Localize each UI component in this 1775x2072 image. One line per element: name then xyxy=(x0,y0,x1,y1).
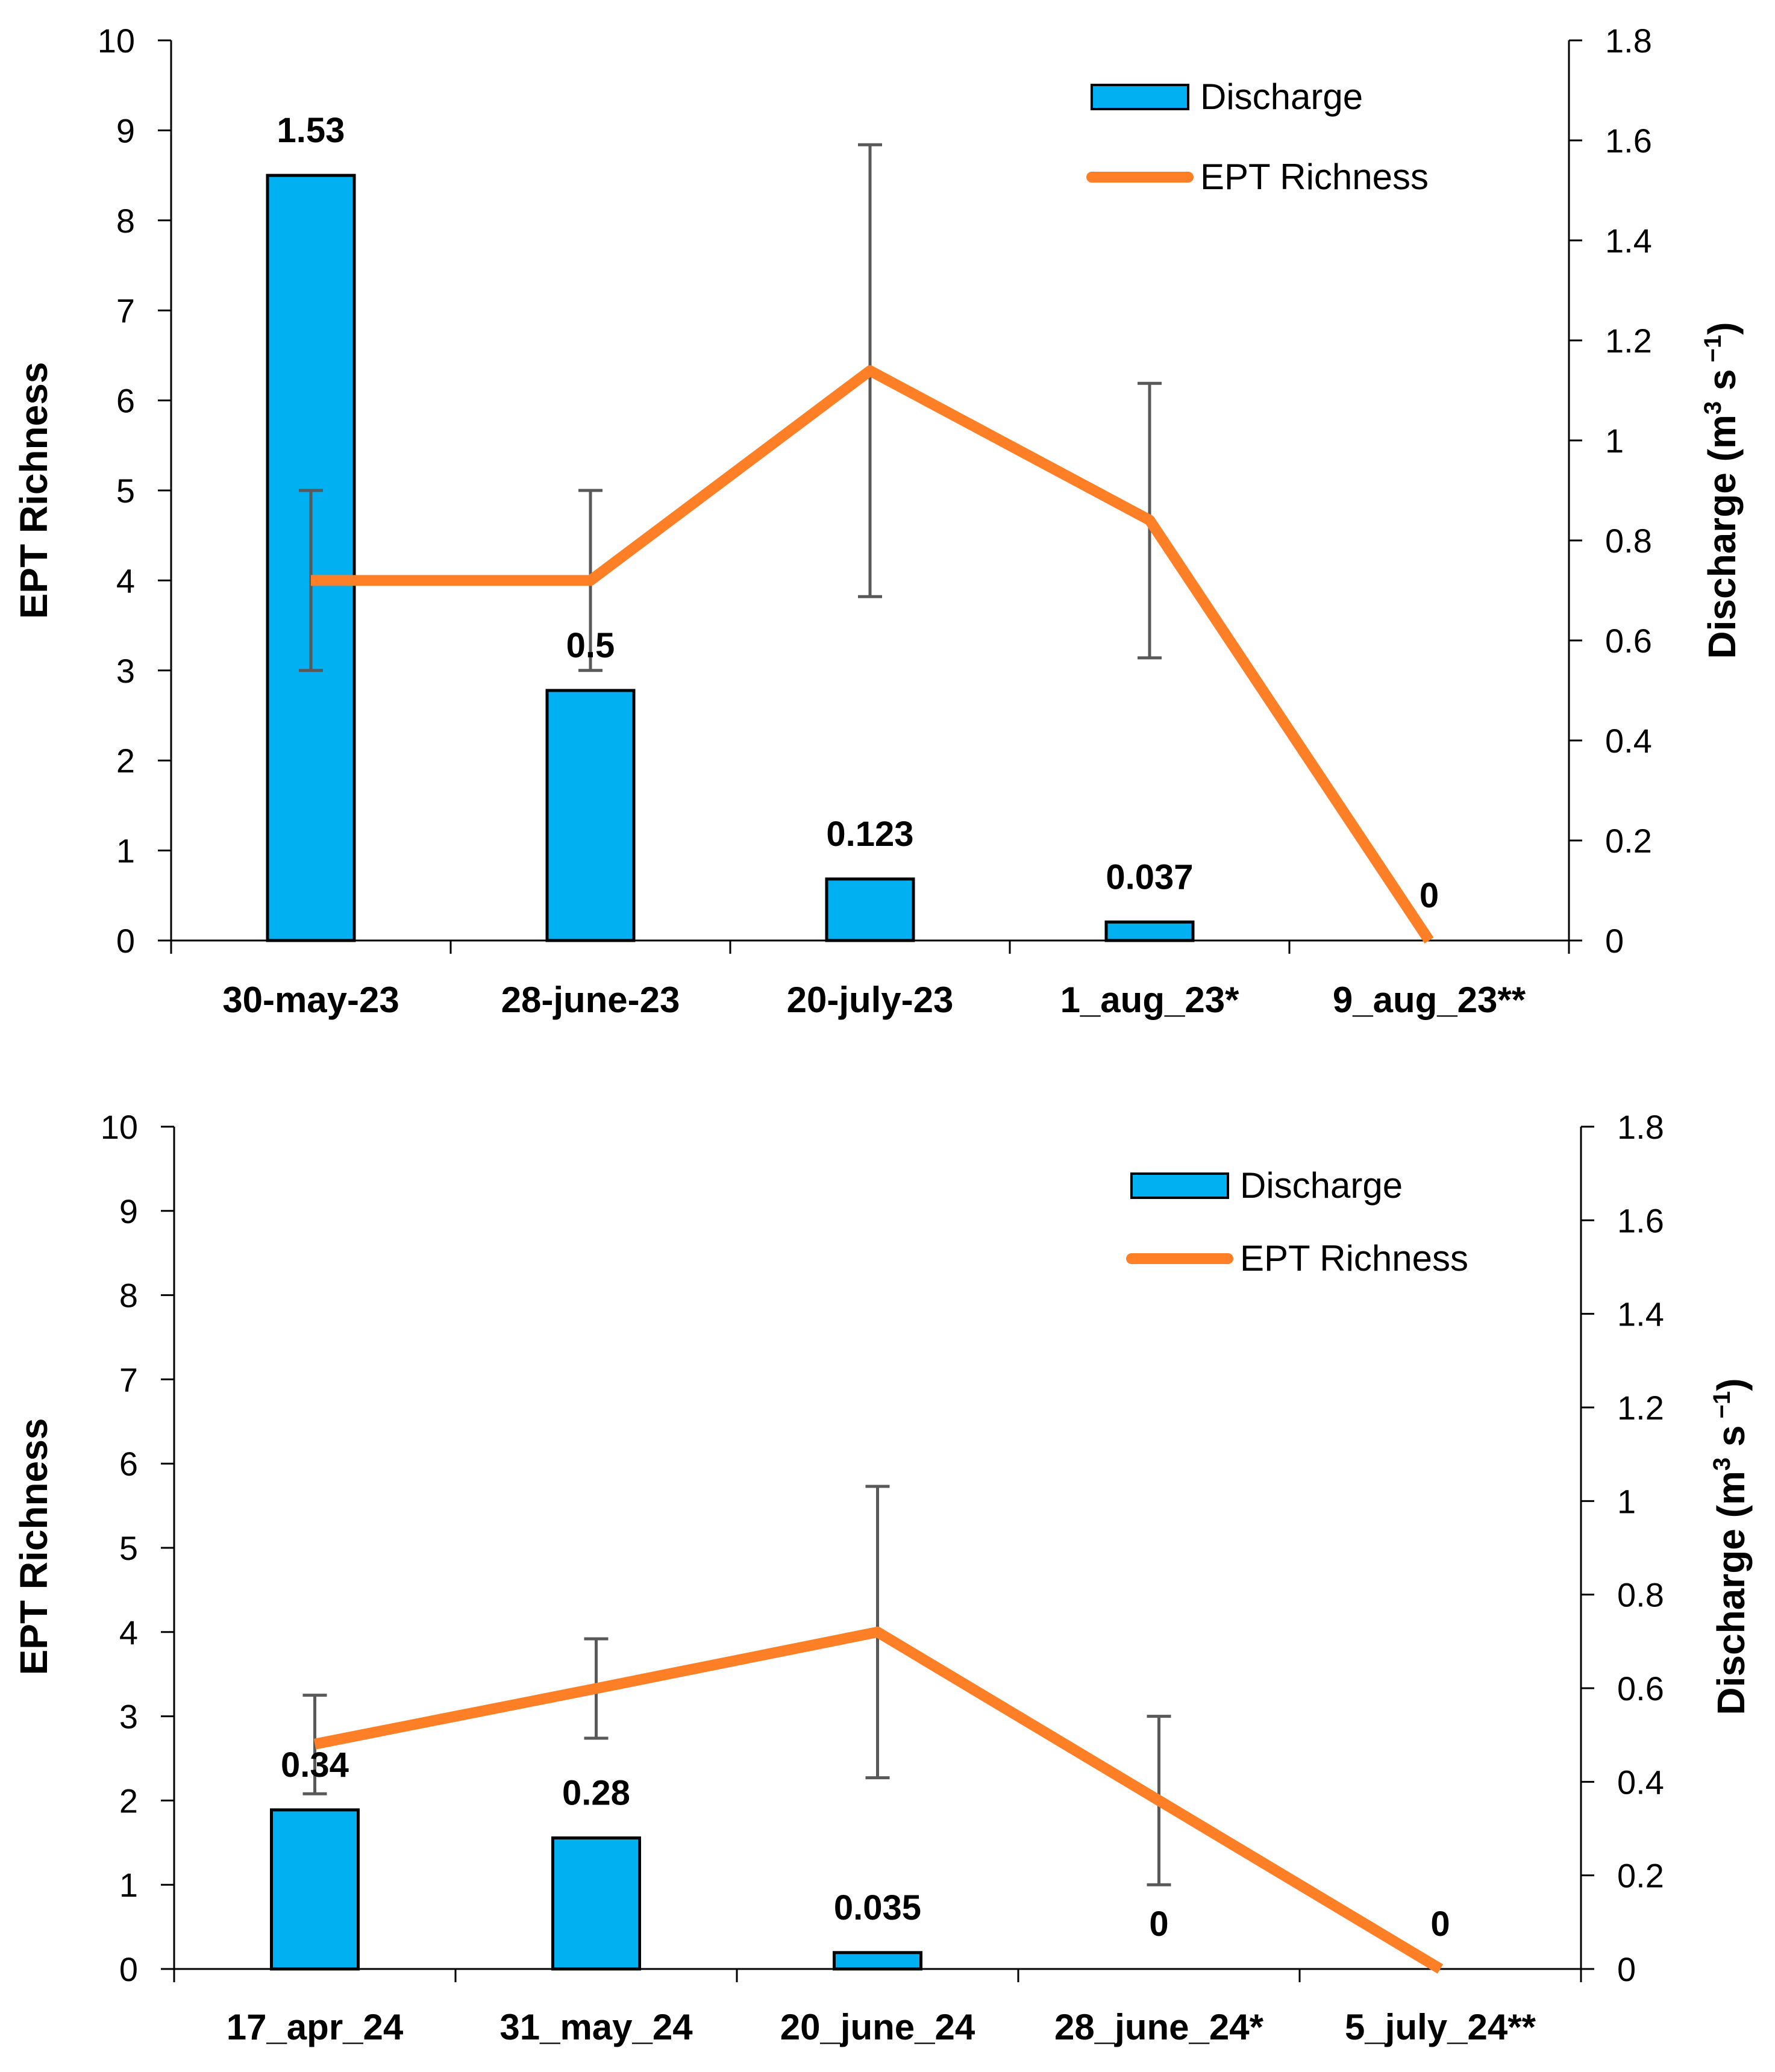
x-tick-label: 31_may_24 xyxy=(499,2007,693,2047)
legend-label-discharge: Discharge xyxy=(1240,1165,1403,1206)
right-tick-label: 1.6 xyxy=(1617,1201,1664,1239)
left-tick-label: 7 xyxy=(119,1360,138,1398)
right-tick-label: 1 xyxy=(1617,1482,1636,1520)
left-tick-label: 5 xyxy=(119,1529,138,1567)
left-tick-label: 6 xyxy=(116,382,135,420)
left-tick-label: 2 xyxy=(119,1782,138,1820)
right-axis-title-part: Discharge (m xyxy=(1700,415,1744,659)
legend-label-discharge: Discharge xyxy=(1200,77,1363,117)
left-axis-title: EPT Richness xyxy=(12,362,55,619)
x-tick-label: 17_apr_24 xyxy=(227,2007,404,2047)
discharge-bar xyxy=(825,877,915,942)
x-tick-label: 1_aug_23* xyxy=(1060,980,1240,1020)
left-tick-label: 3 xyxy=(119,1698,138,1736)
left-tick-label: 1 xyxy=(116,832,135,870)
chart-panel-bottom: 0 1 2 3 4 5 6 7 8 9 10 0 0.2 0.4 0.6 0.8 1 1.2 1.4 1.6 1.8 17… xyxy=(12,1108,1753,2047)
right-axis-title: Discharge (m3 s −1) xyxy=(1700,322,1744,659)
right-tick-label: 0 xyxy=(1617,1950,1636,1988)
right-tick-label: 1.8 xyxy=(1617,1108,1664,1146)
discharge-data-label: 0.5 xyxy=(566,626,615,665)
discharge-data-label: 0.123 xyxy=(826,815,913,854)
discharge-data-label: 0.035 xyxy=(834,1888,921,1927)
left-tick-label: 3 xyxy=(116,652,135,690)
right-axis-title-part: −1 xyxy=(1700,335,1726,369)
right-tick-label: 1 xyxy=(1605,422,1624,460)
right-axis-title-part: 3 xyxy=(1700,401,1726,415)
right-axis-title-part: ) xyxy=(1709,1378,1753,1391)
right-tick-label: 0.6 xyxy=(1617,1670,1664,1707)
right-tick-label: 0 xyxy=(1605,922,1624,960)
legend-label-ept-richness: EPT Richness xyxy=(1200,157,1429,197)
legend-swatch-discharge xyxy=(1130,1172,1229,1199)
right-tick-label: 0.4 xyxy=(1605,722,1652,760)
right-axis-title-part: −1 xyxy=(1709,1391,1735,1426)
right-tick-label: 1.6 xyxy=(1605,122,1652,160)
right-axis-title-part: s xyxy=(1709,1425,1753,1457)
x-tick-label: 5_july_24** xyxy=(1345,2007,1536,2047)
discharge-data-label: 0 xyxy=(1420,876,1439,915)
left-tick-label: 9 xyxy=(119,1192,138,1230)
right-axis-title-part: s xyxy=(1700,369,1744,401)
discharge-bar xyxy=(270,1808,360,1971)
discharge-data-label: 0 xyxy=(1149,1905,1168,1944)
ept-richness-line xyxy=(313,1626,1444,1974)
x-tick-label: 20-july-23 xyxy=(787,980,954,1020)
right-axis-title-part: Discharge (m xyxy=(1709,1471,1753,1715)
right-tick-label: 0.8 xyxy=(1617,1576,1664,1614)
right-tick-label: 1.8 xyxy=(1605,22,1652,60)
left-tick-label: 4 xyxy=(116,562,135,599)
right-tick-label: 1.4 xyxy=(1617,1295,1664,1333)
left-axis-title: EPT Richness xyxy=(12,1418,55,1676)
right-tick-label: 0.8 xyxy=(1605,522,1652,560)
discharge-data-label: 0.037 xyxy=(1106,857,1193,897)
discharge-data-label: 0 xyxy=(1430,1905,1450,1944)
left-tick-label: 4 xyxy=(119,1613,138,1651)
right-tick-label: 1.2 xyxy=(1605,322,1652,360)
left-tick-label: 0 xyxy=(116,922,135,960)
x-tick-label: 28-june-23 xyxy=(501,980,680,1020)
discharge-data-label: 0.34 xyxy=(281,1745,349,1785)
left-tick-label: 10 xyxy=(101,1108,138,1146)
right-tick-label: 1.4 xyxy=(1605,222,1652,260)
right-tick-label: 0.2 xyxy=(1617,1857,1664,1895)
left-tick-label: 1 xyxy=(119,1866,138,1904)
discharge-bar xyxy=(545,689,636,942)
discharge-bar xyxy=(833,1951,922,1971)
ept-richness-line xyxy=(311,365,1434,944)
left-tick-label: 9 xyxy=(116,111,135,149)
discharge-bar xyxy=(551,1836,641,1971)
discharge-data-label: 1.53 xyxy=(277,111,345,150)
right-tick-label: 1.2 xyxy=(1617,1389,1664,1427)
left-tick-label: 2 xyxy=(116,742,135,780)
legend-label-ept-richness: EPT Richness xyxy=(1240,1238,1468,1279)
discharge-data-label: 0.28 xyxy=(562,1774,630,1813)
left-tick-label: 7 xyxy=(116,292,135,330)
x-tick-label: 9_aug_23** xyxy=(1333,980,1526,1020)
right-axis-title-part: ) xyxy=(1700,322,1744,334)
chart-panel-top: 01234567891000.20.40.60.811.21.41.61.830… xyxy=(12,22,1744,1020)
right-axis-title: Discharge (m3 s −1) xyxy=(1709,1378,1753,1715)
right-tick-label: 0.2 xyxy=(1605,822,1652,860)
right-axis-title-part: 3 xyxy=(1709,1457,1735,1471)
right-tick-label: 0.6 xyxy=(1605,622,1652,660)
left-tick-label: 8 xyxy=(119,1277,138,1315)
x-tick-label: 28_june_24* xyxy=(1054,2007,1264,2047)
right-tick-label: 0.4 xyxy=(1617,1763,1664,1801)
left-tick-label: 5 xyxy=(116,472,135,510)
x-tick-label: 20_june_24 xyxy=(780,2007,975,2047)
left-tick-label: 8 xyxy=(116,202,135,240)
legend-swatch-discharge xyxy=(1091,84,1189,110)
left-tick-label: 6 xyxy=(119,1445,138,1483)
left-tick-label: 0 xyxy=(119,1950,138,1988)
x-tick-label: 30-may-23 xyxy=(222,980,399,1020)
discharge-bar xyxy=(1104,920,1195,942)
left-tick-label: 10 xyxy=(98,22,135,60)
